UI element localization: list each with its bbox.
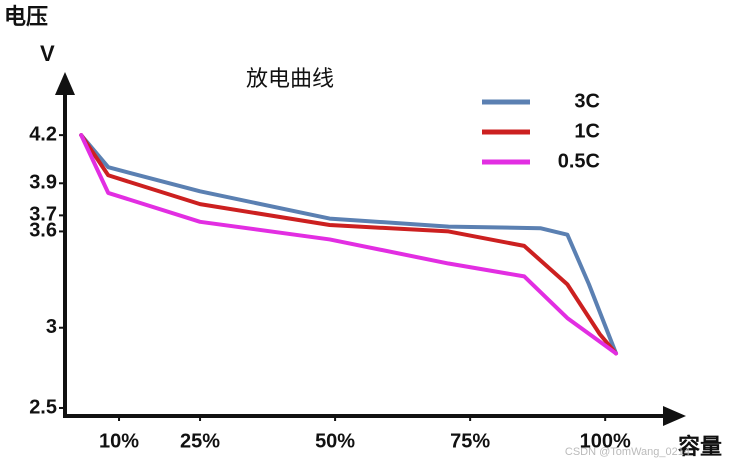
x-tick-label: 100% <box>580 430 631 452</box>
y-axis-arrow <box>55 72 75 95</box>
x-axis-arrow <box>663 406 686 426</box>
y-axis-unit: V <box>40 41 55 66</box>
legend-label: 3C <box>574 90 600 112</box>
series-line <box>79 133 618 356</box>
legend-label: 0.5C <box>558 150 600 172</box>
series-line <box>79 133 618 356</box>
y-tick-label: 3.7 <box>29 204 57 226</box>
chart-title: 放电曲线 <box>246 66 334 91</box>
y-tick-label: 3 <box>46 316 57 338</box>
watermark: CSDN @TomWang_0214 <box>565 446 690 458</box>
y-tick-label: 3.9 <box>29 172 57 194</box>
y-tick-label: 3.6 <box>29 220 57 242</box>
legend-label: 1C <box>574 120 600 142</box>
x-tick-label: 25% <box>180 430 220 452</box>
y-tick-label: 4.2 <box>29 123 57 145</box>
x-axis-title: 容量 <box>678 434 722 459</box>
x-tick-label: 75% <box>450 430 490 452</box>
y-tick-label: 2.5 <box>29 396 57 418</box>
y-axis-title: 电压 <box>4 4 48 29</box>
x-tick-label: 50% <box>315 430 355 452</box>
x-tick-label: 10% <box>99 430 139 452</box>
series-line <box>79 133 618 356</box>
